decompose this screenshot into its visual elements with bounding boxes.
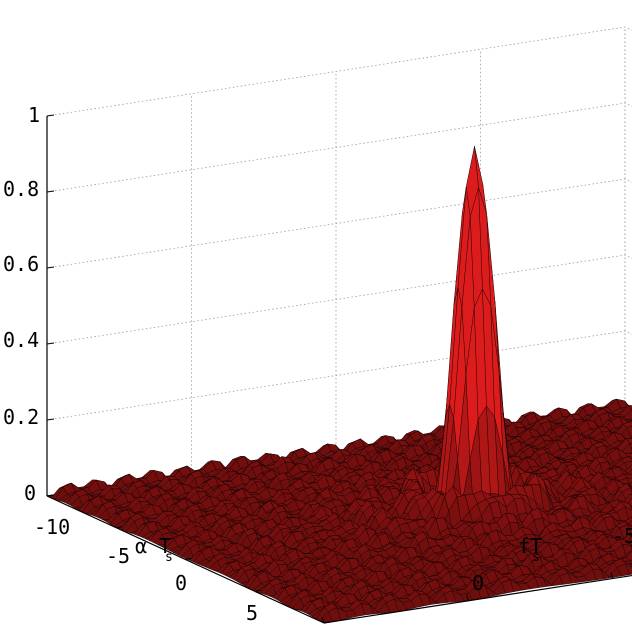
z-tick-mark	[47, 115, 54, 116]
z-tick-label: 0.6	[3, 252, 39, 276]
z-tick-mark	[47, 343, 54, 344]
z-grid-line	[47, 255, 632, 382]
z-tick-label: 0.2	[3, 405, 39, 429]
alpha-tick-label: -10	[34, 515, 70, 539]
z-grid-line	[47, 103, 632, 230]
alpha-tick-label: -5	[106, 544, 130, 568]
z-tick-label: 0.8	[3, 177, 39, 201]
z-tick-mark	[47, 191, 54, 192]
z-tick-label: 0	[24, 481, 36, 505]
z-tick-label: 0.4	[3, 328, 39, 352]
alpha-tick-label: 5	[246, 601, 258, 625]
z-grid-line	[47, 27, 632, 154]
z-tick-label: 1	[28, 103, 40, 127]
alpha-axis-label-subscript: s	[165, 550, 173, 565]
z-tick-mark	[47, 267, 54, 268]
z-tick-mark	[47, 419, 54, 420]
z-grid-line	[47, 179, 632, 306]
f-tick-label: 0	[472, 571, 484, 595]
alpha-tick-label: 0	[175, 571, 187, 595]
f-axis-label-subscript: s	[532, 550, 540, 565]
f-tick-label: -5	[612, 524, 632, 548]
